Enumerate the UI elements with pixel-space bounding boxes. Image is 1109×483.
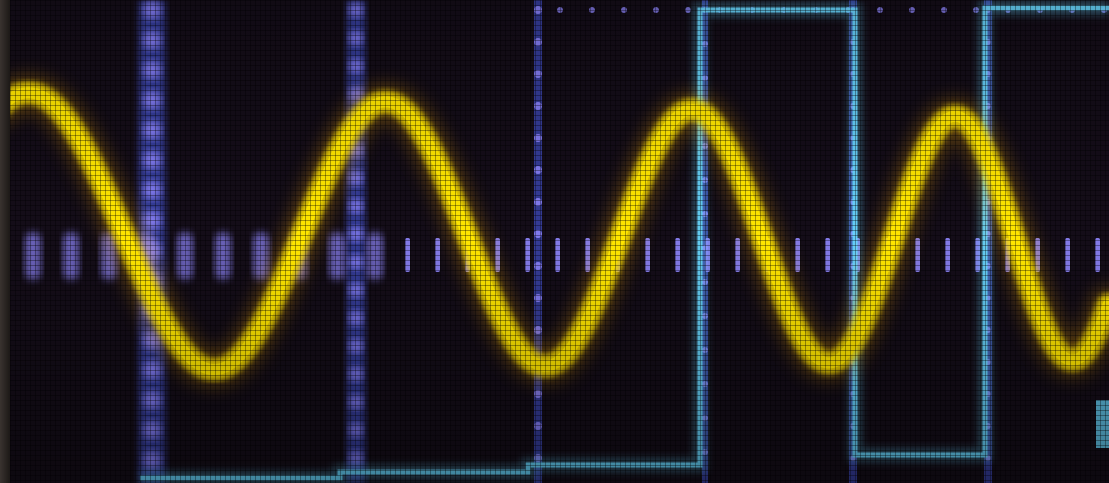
left-bezel-edge xyxy=(0,0,10,483)
